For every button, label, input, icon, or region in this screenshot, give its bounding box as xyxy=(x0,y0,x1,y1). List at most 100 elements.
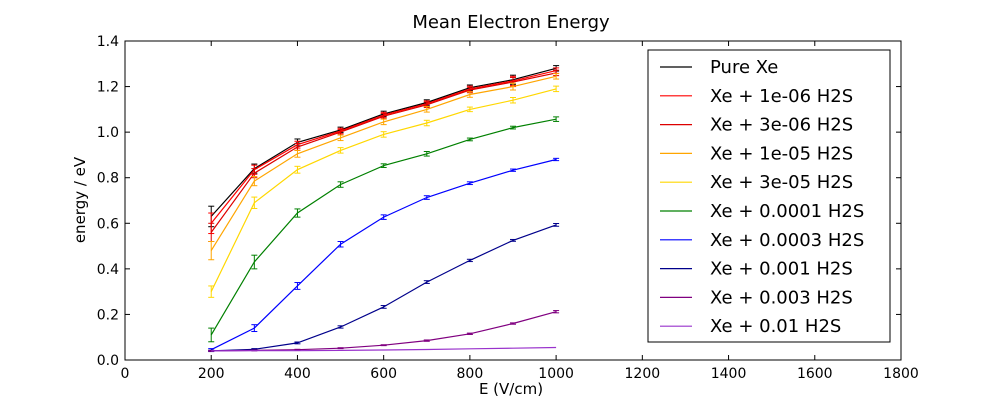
series-9 xyxy=(211,346,557,352)
x-tick-label: 600 xyxy=(370,366,397,382)
error-bar xyxy=(553,116,560,122)
error-bar xyxy=(251,324,258,333)
series-6 xyxy=(208,157,560,352)
error-bar xyxy=(553,223,560,227)
series-line xyxy=(210,72,557,233)
chart-title: Mean Electron Energy xyxy=(412,12,610,33)
legend-entry: Xe + 0.0001 H2S xyxy=(660,201,864,222)
series-1 xyxy=(208,67,560,235)
legend-entry: Pure Xe xyxy=(660,57,778,78)
y-tick-label: 1.2 xyxy=(97,80,119,96)
x-axis-label: E (V/cm) xyxy=(479,380,543,398)
error-bar xyxy=(251,254,258,270)
legend-entry: Xe + 0.003 H2S xyxy=(660,287,853,308)
error-bar xyxy=(294,282,301,290)
legend-entry: Xe + 3e-06 H2S xyxy=(660,115,853,136)
axes-frame xyxy=(124,40,902,361)
error-bar xyxy=(380,344,387,347)
error-bar xyxy=(466,181,473,186)
legend-label: Pure Xe xyxy=(710,57,778,78)
error-bar xyxy=(423,280,430,284)
error-bar xyxy=(553,85,560,93)
legend-box xyxy=(647,49,891,343)
error-bar xyxy=(251,196,258,209)
legend-label: Xe + 0.01 H2S xyxy=(710,316,841,337)
legend-label: Xe + 3e-05 H2S xyxy=(710,172,853,193)
series-4 xyxy=(208,85,560,298)
error-bar xyxy=(466,106,473,113)
legend-label: Xe + 0.001 H2S xyxy=(710,259,853,280)
error-bar xyxy=(380,131,387,138)
error-bar xyxy=(337,241,344,248)
plot-area: 0 200 400 600 800 1000 1200 1400 1600 1800 0.0 0.2 0… xyxy=(97,34,919,382)
error-bar xyxy=(294,165,301,174)
error-bar xyxy=(337,134,344,142)
legend-entry: Xe + 0.01 H2S xyxy=(660,316,841,337)
error-bar xyxy=(423,106,430,113)
error-bar xyxy=(208,222,215,243)
legend-label: Xe + 0.003 H2S xyxy=(710,287,853,308)
x-tick-label: 200 xyxy=(198,366,225,382)
error-bar xyxy=(466,91,473,98)
x-tick-label: 1000 xyxy=(538,366,574,382)
series-3 xyxy=(208,73,560,261)
legend-label: Xe + 1e-05 H2S xyxy=(710,143,853,164)
error-bar xyxy=(294,208,301,218)
x-tick-label: 1800 xyxy=(883,366,919,382)
error-bar xyxy=(466,137,473,142)
error-bar xyxy=(337,347,344,350)
y-tick-label: 0.8 xyxy=(97,171,119,187)
error-bar xyxy=(337,325,344,329)
error-bar xyxy=(466,258,473,263)
series-line xyxy=(210,70,557,224)
series-line xyxy=(211,346,557,352)
error-bar xyxy=(510,168,516,172)
x-tick-label: 1400 xyxy=(711,366,747,382)
error-bar xyxy=(208,285,215,298)
x-tick-label: 400 xyxy=(284,366,311,382)
error-bar xyxy=(294,348,301,351)
legend-label: Xe + 0.0001 H2S xyxy=(710,201,864,222)
x-tick-label: 1600 xyxy=(797,366,833,382)
error-bar xyxy=(553,73,560,80)
legend-label: Xe + 1e-06 H2S xyxy=(710,86,853,107)
error-bar xyxy=(208,241,215,261)
y-tick-label: 1.0 xyxy=(97,125,119,141)
error-bar xyxy=(337,147,344,154)
error-bar xyxy=(510,322,516,325)
error-bar xyxy=(294,149,301,158)
series-line xyxy=(211,224,557,352)
legend-label: Xe + 0.0003 H2S xyxy=(710,230,864,251)
legend-entry: Xe + 3e-05 H2S xyxy=(660,172,853,193)
error-bar xyxy=(466,332,473,335)
series-line xyxy=(210,67,557,217)
y-tick-label: 0.6 xyxy=(97,216,119,232)
error-bar xyxy=(423,119,430,127)
series-line xyxy=(210,118,557,336)
legend-label: Xe + 3e-06 H2S xyxy=(710,115,853,136)
legend: Pure Xe Xe + 1e-06 H2S Xe + 3e-06 H2S Xe + … xyxy=(647,49,891,343)
error-bar xyxy=(510,238,516,242)
error-bar xyxy=(510,82,516,91)
error-bar xyxy=(423,151,430,157)
series-line xyxy=(210,158,557,351)
error-bar xyxy=(380,118,387,126)
y-tick-label: 0.2 xyxy=(97,307,119,323)
error-bar xyxy=(510,97,516,104)
error-bar xyxy=(294,341,301,345)
legend-entry: Xe + 0.001 H2S xyxy=(660,259,853,280)
series-5 xyxy=(208,116,560,343)
y-axis-label: energy / eV xyxy=(71,156,89,243)
legend-entry: Xe + 1e-05 H2S xyxy=(660,143,853,164)
error-bar xyxy=(251,176,258,187)
error-bar xyxy=(208,327,215,343)
legend-entry: Xe + 1e-06 H2S xyxy=(660,86,853,107)
error-bar xyxy=(423,339,430,342)
series-0 xyxy=(208,65,560,228)
error-bar xyxy=(553,157,560,162)
series-7 xyxy=(208,223,560,353)
y-tick-label: 0.0 xyxy=(97,353,119,369)
legend-entry: Xe + 0.0003 H2S xyxy=(660,230,864,251)
y-tick-label: 1.4 xyxy=(97,34,119,50)
